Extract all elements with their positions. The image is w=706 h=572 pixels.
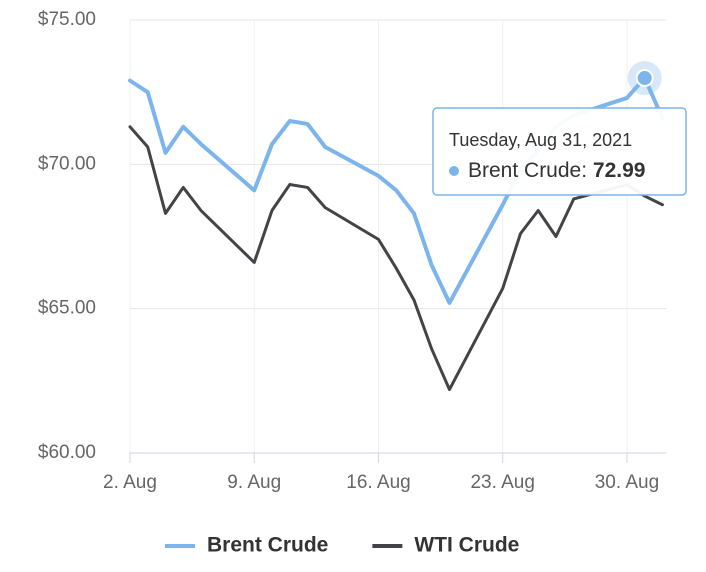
lines [128,61,665,391]
grid: $60.00 $65.00 $70.00 $75.00 2. Aug 9. Aug 16. … [38,9,666,493]
tooltip-text: Brent Crude: 72.99 [468,159,645,182]
legend-label[interactable]: Brent Crude [207,534,328,557]
legend[interactable]: Brent Crude WTI Crude [165,534,519,557]
y-tick-label: $75.00 [38,9,96,30]
tooltip-bullet [449,166,459,176]
tooltip-title: Tuesday, Aug 31, 2021 [449,130,632,150]
y-tick-label: $70.00 [38,153,96,174]
y-tick-label: $60.00 [38,442,96,463]
tooltip: Tuesday, Aug 31, 2021 Brent Crude: 72.99 [432,107,687,196]
tooltip-label: Brent Crude: [468,159,587,182]
x-tick-label: 16. Aug [346,472,410,493]
x-tick-label: 2. Aug [103,472,157,493]
x-tick-label: 23. Aug [470,472,534,493]
series-line [128,125,664,391]
tooltip-box [432,107,687,196]
tooltip-value: 72.99 [593,159,646,182]
x-tick-label: 30. Aug [595,472,659,493]
y-tick-label: $65.00 [38,298,96,319]
x-tick-label: 9. Aug [227,472,281,493]
hover-point [635,69,654,88]
legend-label[interactable]: WTI Crude [414,534,519,557]
